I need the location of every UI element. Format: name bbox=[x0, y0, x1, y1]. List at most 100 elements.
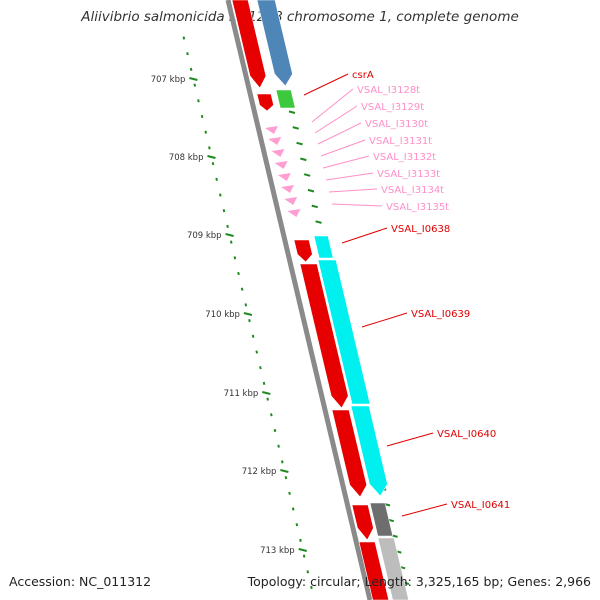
feature-label: VSAL_I0641 bbox=[451, 500, 510, 511]
backbone-line bbox=[225, 0, 373, 600]
scale-minor-tick bbox=[248, 319, 251, 323]
gene-upper-blue bbox=[256, 0, 293, 87]
gene-VSAL_I0641 bbox=[351, 504, 374, 541]
scale-minor-tick bbox=[186, 52, 189, 56]
scale-minor-tick bbox=[310, 585, 313, 590]
scale-minor-tick bbox=[229, 240, 233, 244]
scale-tick-label: 708 kbp bbox=[169, 153, 204, 163]
feature-label: VSAL_I3133t bbox=[377, 169, 440, 180]
feature-leader-line bbox=[320, 139, 366, 157]
genome-stats-label: Topology: circular; Length: 3,325,165 bp… bbox=[247, 574, 591, 589]
scale-minor-tick bbox=[211, 162, 215, 166]
outer-tick bbox=[307, 188, 315, 193]
feature-leader-line bbox=[322, 155, 370, 169]
scale-tick-label: 709 kbp bbox=[187, 231, 222, 241]
scale-minor-tick bbox=[266, 397, 269, 401]
scale-minor-tick bbox=[273, 428, 277, 433]
scale-tick-label: 713 kbp bbox=[260, 546, 295, 556]
outer-tick bbox=[296, 141, 303, 146]
feature-leader-line bbox=[311, 88, 354, 123]
backbone bbox=[225, 0, 373, 600]
feature-label: VSAL_I0639 bbox=[411, 309, 470, 320]
feature-leader-line bbox=[325, 172, 374, 181]
feature-label: VSAL_I0640 bbox=[437, 429, 496, 440]
trna-feature bbox=[287, 209, 301, 217]
scale-minor-tick bbox=[237, 271, 240, 276]
feature-label: VSAL_I3128t bbox=[357, 85, 420, 96]
outer-tick bbox=[292, 126, 300, 130]
scale-minor-tick bbox=[295, 523, 299, 527]
gene-green-small bbox=[275, 89, 296, 109]
scale-major-tick bbox=[280, 469, 289, 473]
scale-tick-label: 711 kbp bbox=[224, 389, 259, 399]
scale-minor-tick bbox=[270, 413, 273, 417]
gene-VSAL_I0639 bbox=[299, 263, 349, 409]
feature-leader-line bbox=[331, 203, 383, 207]
feature-label: VSAL_I3129t bbox=[361, 102, 424, 113]
scale-major-tick bbox=[207, 155, 216, 159]
trna-features bbox=[265, 126, 301, 217]
feature-label: csrA bbox=[352, 70, 374, 81]
gene-cyan-3 bbox=[350, 405, 388, 497]
scale-minor-tick bbox=[226, 224, 229, 228]
feature-leader-line bbox=[328, 188, 378, 193]
scale-tick-label: 710 kbp bbox=[205, 310, 240, 320]
scale-major-tick bbox=[225, 233, 234, 237]
feature-leader-line bbox=[401, 503, 448, 517]
feature-leader-line bbox=[317, 122, 362, 145]
gene-cyan-1 bbox=[313, 235, 334, 259]
gene-features bbox=[231, 0, 409, 600]
gene-cyan-2 bbox=[317, 259, 371, 405]
scale-minor-tick bbox=[306, 570, 310, 574]
feature-label: VSAL_I3132t bbox=[373, 152, 436, 163]
accession-label: Accession: NC_011312 bbox=[9, 574, 152, 589]
gene-lower-gray bbox=[377, 537, 409, 600]
scale-minor-tick bbox=[208, 146, 211, 150]
scale-tick-label: 707 kbp bbox=[151, 75, 186, 85]
feature-label: VSAL_I0638 bbox=[391, 224, 450, 235]
trna-feature bbox=[281, 185, 294, 193]
feature-leader-line bbox=[314, 105, 358, 134]
scale-major-tick bbox=[189, 77, 198, 81]
feature-labels: csrA VSAL_I3128t VSAL_I3129t VSAL_I3130t VSA… bbox=[303, 70, 510, 517]
scale-tick-label: 712 kbp bbox=[242, 467, 277, 477]
gene-VSAL_I0638 bbox=[293, 239, 313, 263]
gene-VSAL_I0640 bbox=[331, 409, 368, 498]
feature-leader-line bbox=[386, 432, 434, 447]
scale-minor-tick bbox=[255, 350, 259, 354]
feature-label: VSAL_I3131t bbox=[369, 136, 432, 147]
scale-minor-tick bbox=[182, 36, 186, 40]
scale-minor-tick bbox=[262, 381, 266, 385]
trna-feature bbox=[271, 149, 285, 157]
outer-tick bbox=[300, 157, 307, 162]
scale-minor-tick bbox=[222, 209, 226, 213]
scale-minor-tick bbox=[291, 507, 295, 511]
scale-minor-tick bbox=[219, 193, 222, 197]
scale-minor-tick bbox=[259, 366, 262, 370]
outer-tick bbox=[315, 220, 322, 224]
scale-minor-tick bbox=[200, 114, 204, 119]
scale-minor-tick bbox=[251, 334, 255, 338]
scale-minor-tick bbox=[233, 256, 237, 260]
feature-leader-line bbox=[341, 227, 388, 244]
feature-label: VSAL_I3134t bbox=[381, 185, 444, 196]
feature-label: VSAL_I3130t bbox=[365, 119, 428, 130]
scale-minor-tick bbox=[204, 130, 208, 134]
scale-minor-tick bbox=[197, 99, 200, 103]
scale-minor-tick bbox=[284, 476, 288, 480]
scale-minor-tick bbox=[277, 444, 280, 448]
scale-minor-tick bbox=[299, 538, 302, 542]
trna-feature bbox=[284, 197, 298, 205]
trna-feature bbox=[268, 137, 282, 145]
scale-minor-tick bbox=[215, 177, 218, 181]
trna-feature bbox=[274, 161, 288, 169]
scale-minor-tick bbox=[280, 460, 284, 464]
gene-upper-red bbox=[231, 0, 267, 89]
feature-leader-line bbox=[361, 312, 408, 328]
scale-minor-tick bbox=[189, 67, 193, 71]
feature-label: VSAL_I3135t bbox=[386, 202, 449, 213]
gene-lower-red bbox=[358, 541, 390, 600]
scale-minor-tick bbox=[193, 83, 197, 87]
scale-major-tick bbox=[262, 391, 271, 395]
